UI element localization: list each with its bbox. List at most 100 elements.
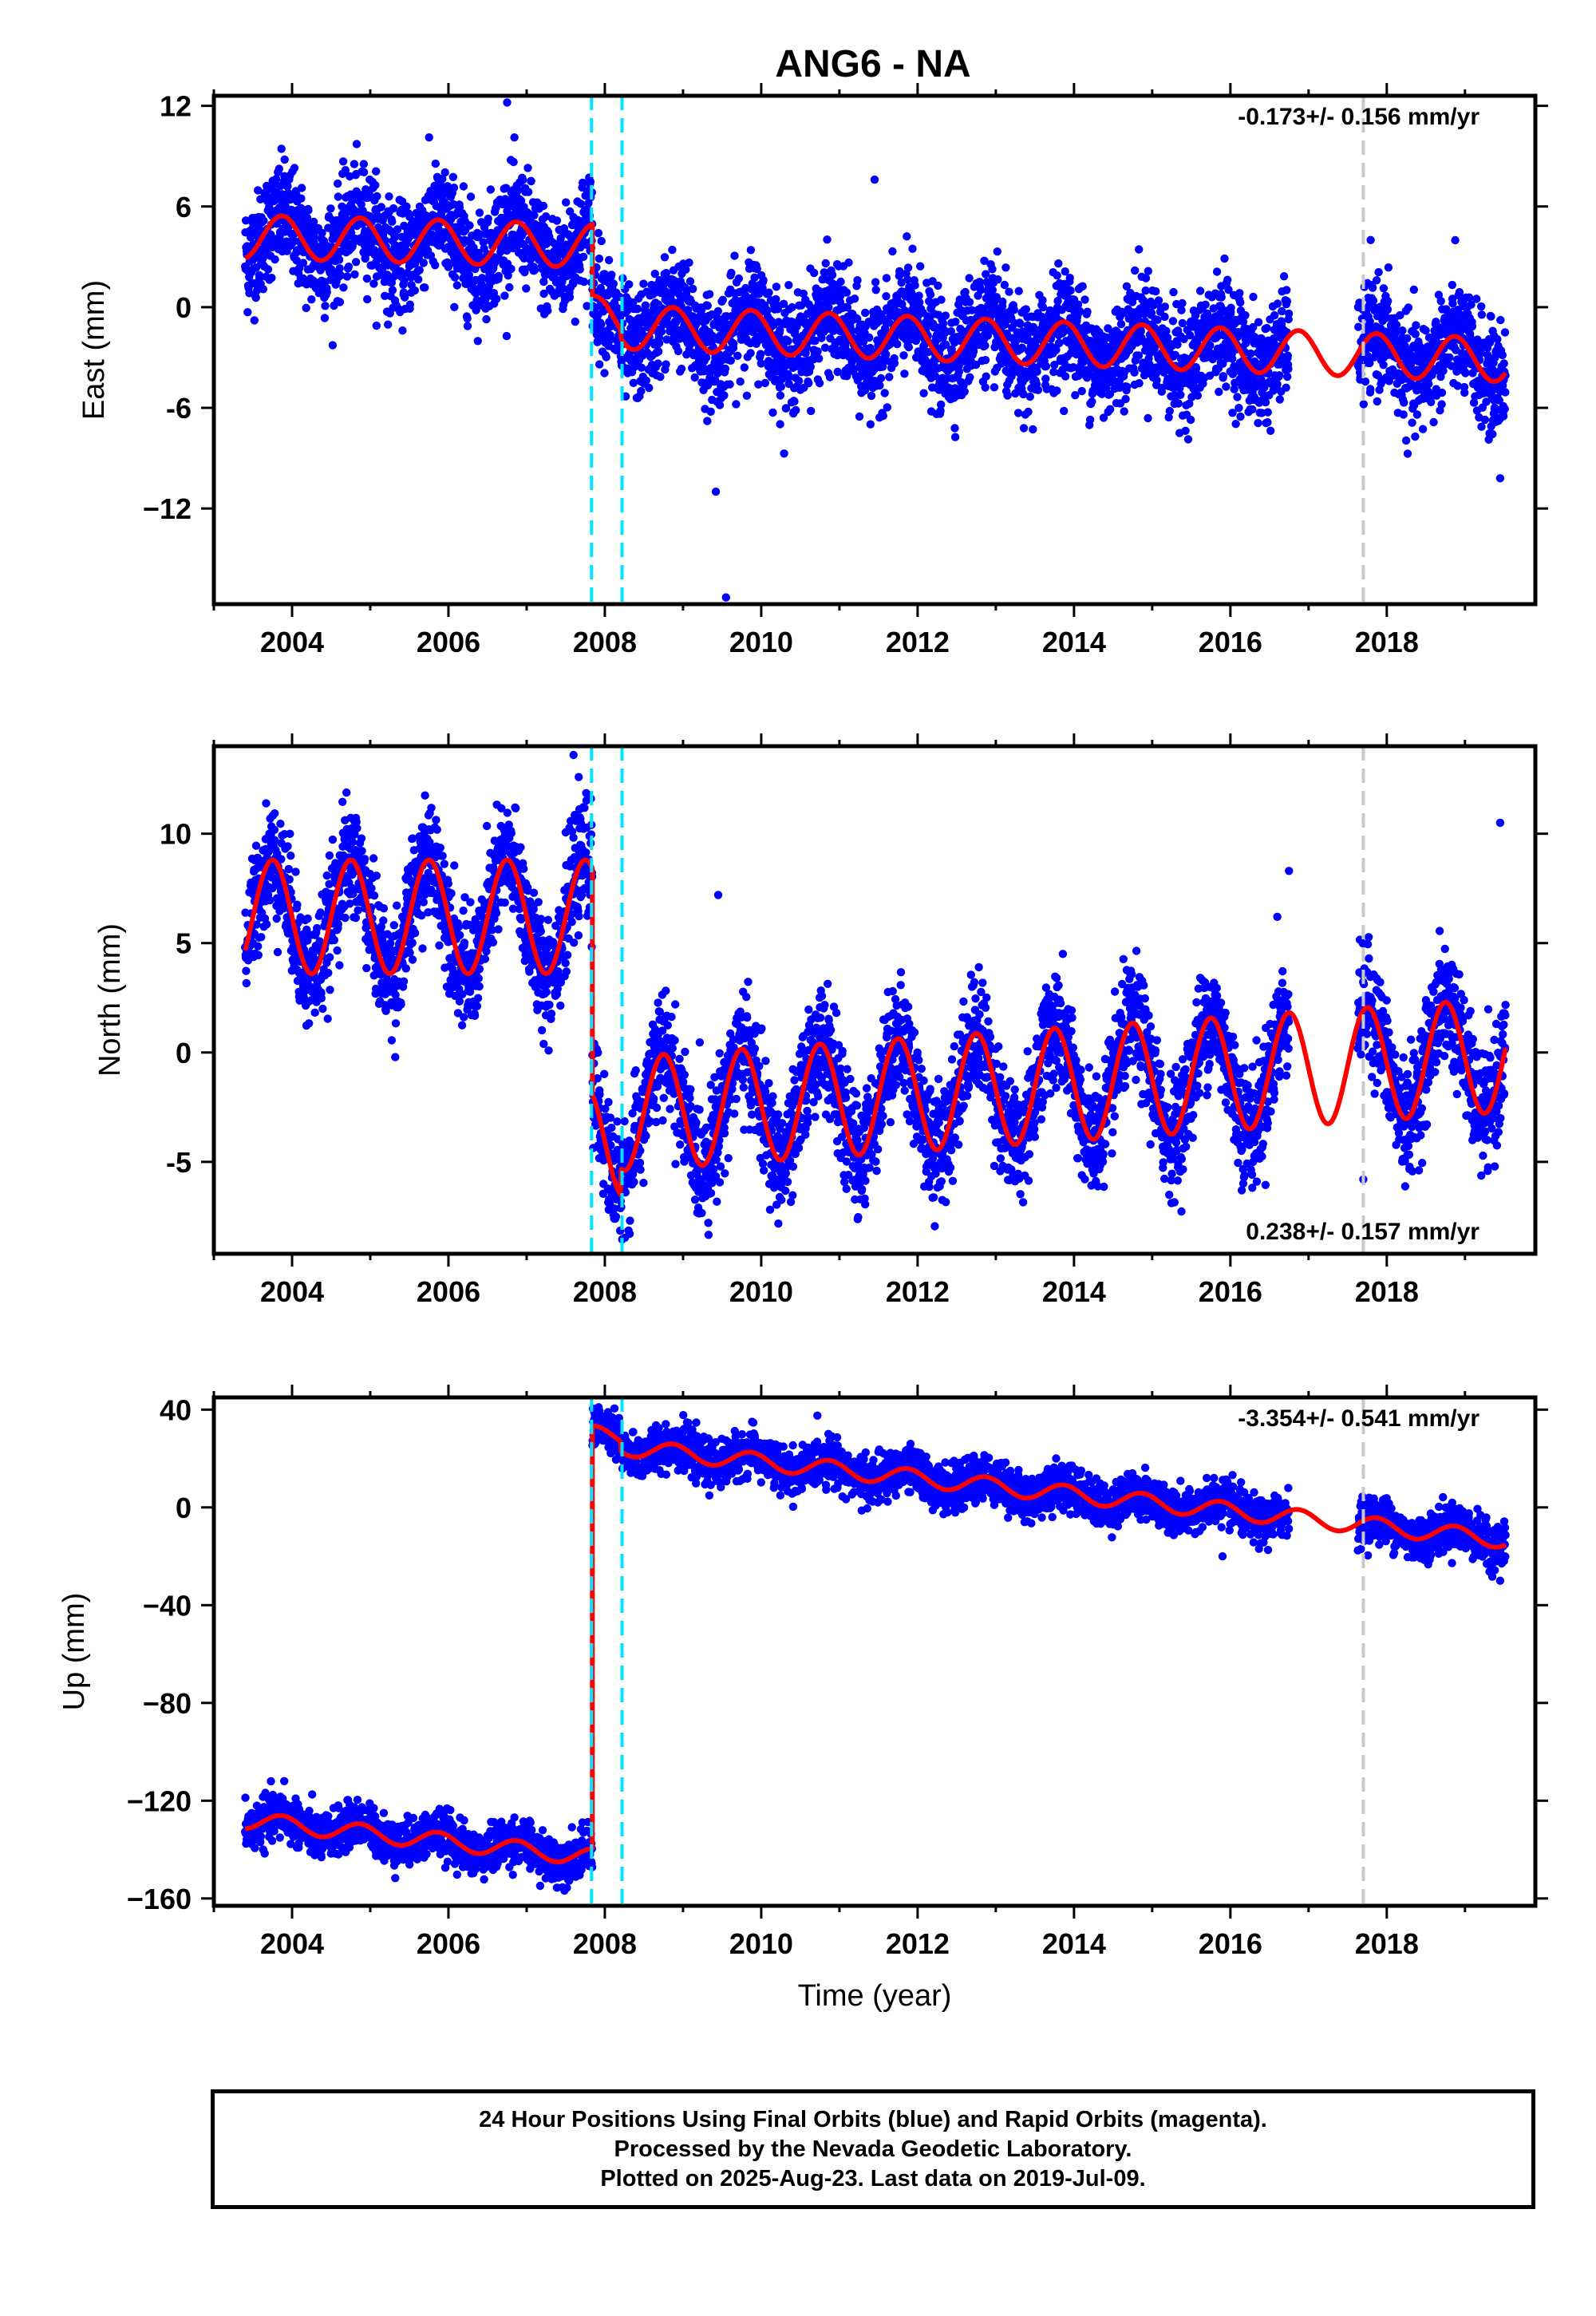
data-point bbox=[472, 289, 480, 298]
data-point bbox=[318, 228, 326, 238]
data-point bbox=[254, 186, 263, 195]
data-point bbox=[937, 295, 946, 304]
data-point bbox=[372, 321, 381, 330]
data-point bbox=[763, 306, 772, 314]
data-point bbox=[297, 194, 306, 203]
panel-0: 2004 2006 2008 2010 2012 2014 2016 2018−12-6061… bbox=[77, 83, 1548, 658]
data-point bbox=[310, 232, 318, 241]
data-point bbox=[760, 378, 769, 388]
data-point bbox=[475, 208, 484, 217]
data-point bbox=[322, 288, 331, 297]
data-point bbox=[876, 373, 886, 383]
data-point bbox=[1366, 385, 1375, 393]
data-point bbox=[1183, 435, 1193, 444]
data-point bbox=[982, 270, 990, 279]
data-point bbox=[1384, 263, 1393, 272]
data-point bbox=[960, 387, 969, 396]
data-point bbox=[334, 192, 342, 201]
data-point bbox=[405, 300, 414, 309]
data-point bbox=[290, 164, 299, 172]
data-point bbox=[825, 373, 835, 381]
data-point bbox=[1273, 299, 1282, 308]
data-point bbox=[502, 331, 512, 341]
data-point bbox=[726, 356, 735, 365]
data-point bbox=[861, 308, 870, 318]
data-point bbox=[541, 212, 551, 221]
x-tick-label: 2004 bbox=[260, 626, 324, 658]
data-point bbox=[389, 204, 398, 213]
data-point bbox=[507, 264, 516, 274]
data-point bbox=[815, 378, 824, 388]
data-point bbox=[431, 159, 440, 168]
data-point bbox=[776, 382, 785, 391]
data-point bbox=[1001, 263, 1010, 272]
data-point bbox=[1282, 286, 1291, 294]
data-point bbox=[629, 378, 638, 387]
data-point bbox=[254, 951, 263, 960]
data-point bbox=[1284, 365, 1293, 373]
data-point bbox=[828, 271, 837, 279]
data-point bbox=[867, 391, 876, 401]
data-point bbox=[1085, 415, 1095, 425]
data-point bbox=[328, 341, 338, 350]
data-point bbox=[650, 269, 659, 279]
data-point bbox=[1231, 420, 1240, 429]
data-point bbox=[302, 303, 310, 313]
data-point bbox=[410, 286, 419, 295]
data-point bbox=[1500, 405, 1509, 413]
data-point bbox=[1282, 383, 1290, 392]
data-point bbox=[656, 373, 665, 381]
data-point bbox=[479, 238, 488, 247]
data-point bbox=[788, 302, 796, 312]
data-point bbox=[609, 279, 618, 288]
data-point bbox=[398, 326, 407, 335]
data-point bbox=[1283, 351, 1293, 360]
data-point bbox=[823, 235, 832, 244]
data-point bbox=[1201, 300, 1210, 309]
x-tick-label: 2018 bbox=[1355, 626, 1419, 658]
data-point bbox=[1120, 407, 1128, 416]
data-point bbox=[1088, 397, 1096, 406]
data-point bbox=[463, 322, 472, 330]
data-point bbox=[1025, 392, 1035, 401]
data-point bbox=[559, 284, 567, 293]
data-point bbox=[1273, 380, 1282, 389]
data-point bbox=[1499, 359, 1508, 368]
data-point bbox=[706, 407, 715, 416]
data-point bbox=[576, 200, 585, 208]
data-point bbox=[1123, 382, 1132, 391]
data-point bbox=[1215, 387, 1223, 397]
data-point bbox=[425, 133, 433, 142]
data-point bbox=[637, 386, 646, 396]
data-point bbox=[1175, 429, 1184, 437]
data-point bbox=[251, 293, 260, 302]
data-point bbox=[1411, 432, 1420, 441]
data-point bbox=[660, 253, 670, 262]
data-point bbox=[1498, 350, 1507, 360]
data-point bbox=[842, 288, 851, 297]
data-point bbox=[1246, 349, 1255, 358]
data-point bbox=[1160, 302, 1170, 311]
data-point bbox=[1275, 395, 1285, 404]
data-point bbox=[951, 318, 960, 326]
y-tick-label: 0 bbox=[176, 291, 192, 324]
data-point bbox=[448, 172, 457, 181]
data-point bbox=[1005, 287, 1013, 296]
data-point bbox=[283, 182, 292, 191]
data-point bbox=[595, 360, 604, 369]
data-point bbox=[1106, 405, 1115, 413]
data-point bbox=[1241, 310, 1250, 320]
data-point bbox=[342, 272, 352, 281]
data-point bbox=[950, 424, 959, 433]
data-point bbox=[562, 198, 571, 207]
data-point bbox=[1054, 259, 1063, 268]
y-tick-label: 6 bbox=[176, 191, 192, 223]
data-point bbox=[1236, 412, 1245, 421]
data-point bbox=[344, 263, 354, 271]
data-point bbox=[365, 190, 373, 199]
data-point bbox=[336, 271, 346, 280]
data-point bbox=[259, 216, 268, 225]
data-point bbox=[272, 914, 281, 923]
data-point bbox=[1495, 474, 1505, 483]
data-point bbox=[450, 302, 459, 311]
